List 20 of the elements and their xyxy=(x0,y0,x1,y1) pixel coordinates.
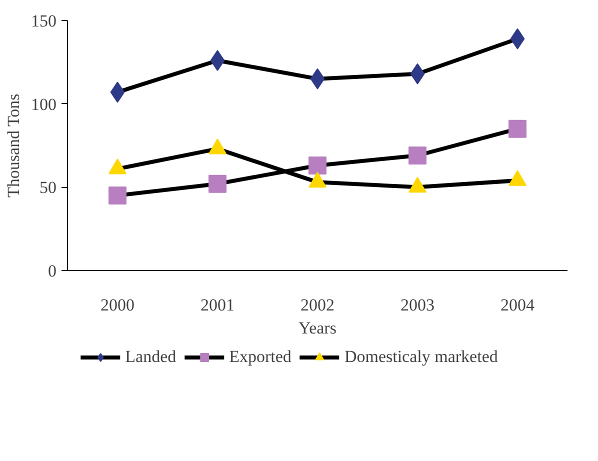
y-tick-label: 100 xyxy=(31,94,56,114)
point xyxy=(208,174,226,193)
x-tick-label: 2000 xyxy=(100,296,134,314)
x-tick-label: 2002 xyxy=(300,296,334,314)
legend-label: Domesticaly marketed xyxy=(344,347,498,367)
y-axis-title: Thousand Tons xyxy=(4,94,23,198)
point xyxy=(108,186,126,204)
point xyxy=(210,50,225,71)
legend-label: Landed xyxy=(125,347,176,367)
point xyxy=(308,156,326,174)
y-tick-label: 50 xyxy=(40,178,56,198)
x-tick-label: 2004 xyxy=(500,296,535,314)
y-tick-label: 150 xyxy=(31,12,56,30)
y-tick-label: 0 xyxy=(48,262,56,280)
point xyxy=(408,146,426,164)
x-axis-title: Years xyxy=(298,318,336,338)
x-tick-label: 2003 xyxy=(400,296,434,314)
point xyxy=(508,120,526,138)
x-tick-label: 2001 xyxy=(200,296,234,314)
legend-label: Exported xyxy=(229,347,292,367)
